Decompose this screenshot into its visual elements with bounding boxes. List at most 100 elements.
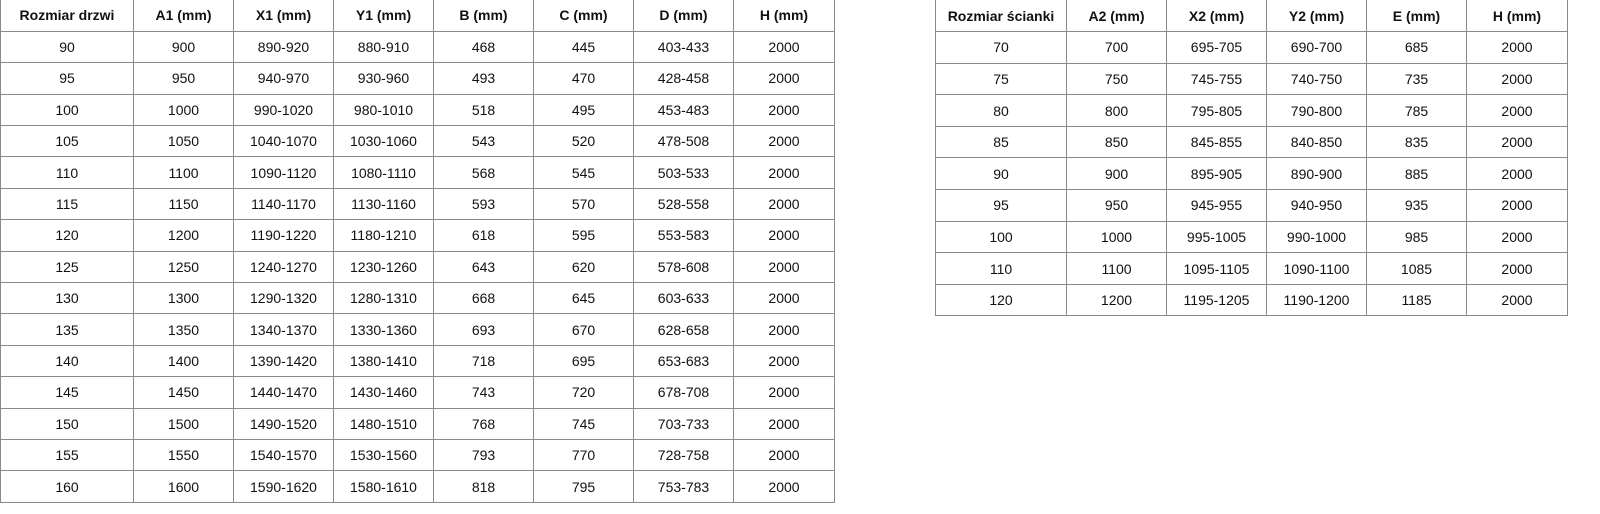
table-row: 110 1100 1095-1105 1090-1100 1085 2000 xyxy=(935,252,1568,285)
table-cell: 750 xyxy=(1066,62,1167,96)
table-cell: 453-483 xyxy=(633,93,734,127)
table-cell: 503-533 xyxy=(633,156,734,189)
table-cell: 753-783 xyxy=(633,470,734,503)
table-row: 90 900 890-920 880-910 468 445 403-433 2000 xyxy=(0,30,835,64)
table-cell: 1600 xyxy=(133,470,234,503)
table-cell: 1400 xyxy=(133,344,234,378)
table-cell: 645 xyxy=(533,282,634,315)
table-cell: 1030-1060 xyxy=(333,125,434,158)
table-cell: 885 xyxy=(1366,157,1467,191)
table-cell: 1300 xyxy=(133,282,234,315)
table-cell: 1580-1610 xyxy=(333,470,434,503)
table-cell: 720 xyxy=(533,376,634,409)
table-cell: 140 xyxy=(0,344,134,378)
table-cell: 880-910 xyxy=(333,30,434,64)
column-header: Rozmiar drzwi xyxy=(0,0,134,32)
table-cell: 1085 xyxy=(1366,252,1467,285)
table-cell: 603-633 xyxy=(633,282,734,315)
table-cell: 995-1005 xyxy=(1166,220,1267,254)
table-row: 95 950 945-955 940-950 935 2000 xyxy=(935,189,1568,222)
table-cell: 850 xyxy=(1066,125,1167,159)
table-cell: 1200 xyxy=(1066,283,1167,317)
table-row: 120 1200 1195-1205 1190-1200 1185 2000 xyxy=(935,283,1568,317)
table-cell: 1000 xyxy=(133,93,234,127)
column-header: X1 (mm) xyxy=(233,0,334,32)
table-cell: 700 xyxy=(1066,31,1167,64)
table-row: 130 1300 1290-1320 1280-1310 668 645 603-633 20… xyxy=(0,282,835,315)
table-cell: 745 xyxy=(533,407,634,440)
table-cell: 570 xyxy=(533,187,634,221)
table-cell: 595 xyxy=(533,219,634,252)
table-cell: 2000 xyxy=(733,407,835,440)
table-cell: 745-755 xyxy=(1166,62,1267,96)
table-row: 110 1100 1090-1120 1080-1110 568 545 503-533 20… xyxy=(0,156,835,189)
table-cell: 693 xyxy=(433,313,534,346)
table-cell: 518 xyxy=(433,93,534,127)
table-cell: 890-900 xyxy=(1266,157,1367,191)
table-cell: 643 xyxy=(433,250,534,284)
door-dimensions-table: Rozmiar drzwi A1 (mm) X1 (mm) Y1 (mm) B (mm)… xyxy=(0,0,835,503)
table-cell: 1230-1260 xyxy=(333,250,434,284)
table-cell: 1080-1110 xyxy=(333,156,434,189)
table-cell: 940-970 xyxy=(233,62,334,95)
table-cell: 470 xyxy=(533,62,634,95)
table-cell: 743 xyxy=(433,376,534,409)
table-cell: 790-800 xyxy=(1266,94,1367,127)
table-cell: 1090-1100 xyxy=(1266,252,1367,285)
table-cell: 1195-1205 xyxy=(1166,283,1267,317)
column-header: Y1 (mm) xyxy=(333,0,434,32)
table-cell: 90 xyxy=(935,157,1067,191)
column-header: B (mm) xyxy=(433,0,534,32)
table-cell: 1490-1520 xyxy=(233,407,334,440)
table-cell: 695-705 xyxy=(1166,31,1267,64)
table-row: 125 1250 1240-1270 1230-1260 643 620 578-608 20… xyxy=(0,250,835,284)
table-cell: 2000 xyxy=(733,125,835,158)
column-header: C (mm) xyxy=(533,0,634,32)
table-row: 150 1500 1490-1520 1480-1510 768 745 703-733 20… xyxy=(0,407,835,440)
table-cell: 1130-1160 xyxy=(333,187,434,221)
table-cell: 1280-1310 xyxy=(333,282,434,315)
table-cell: 2000 xyxy=(1466,125,1568,159)
table-cell: 718 xyxy=(433,344,534,378)
table-cell: 795-805 xyxy=(1166,94,1267,127)
table-cell: 990-1000 xyxy=(1266,220,1367,254)
table-row: 140 1400 1390-1420 1380-1410 718 695 653-683 20… xyxy=(0,344,835,378)
table-cell: 728-758 xyxy=(633,438,734,472)
table-cell: 950 xyxy=(133,62,234,95)
table-cell: 1430-1460 xyxy=(333,376,434,409)
table-cell: 770 xyxy=(533,438,634,472)
table-cell: 1540-1570 xyxy=(233,438,334,472)
table-cell: 1090-1120 xyxy=(233,156,334,189)
table-row: 115 1150 1140-1170 1130-1160 593 570 528-558 20… xyxy=(0,187,835,221)
table-cell: 945-955 xyxy=(1166,189,1267,222)
table-row: 105 1050 1040-1070 1030-1060 543 520 478-508 20… xyxy=(0,125,835,158)
table-cell: 2000 xyxy=(733,187,835,221)
header-row: Rozmiar ścianki A2 (mm) X2 (mm) Y2 (mm) E (m… xyxy=(935,0,1568,33)
table-cell: 1290-1320 xyxy=(233,282,334,315)
table-row: 95 950 940-970 930-960 493 470 428-458 2000 xyxy=(0,62,835,95)
table-cell: 895-905 xyxy=(1166,157,1267,191)
wall-dimensions-table: Rozmiar ścianki A2 (mm) X2 (mm) Y2 (mm) E (m… xyxy=(935,0,1568,317)
table-cell: 2000 xyxy=(1466,31,1568,64)
table-cell: 1550 xyxy=(133,438,234,472)
table-cell: 695 xyxy=(533,344,634,378)
header-row: Rozmiar drzwi A1 (mm) X1 (mm) Y1 (mm) B (mm)… xyxy=(0,0,835,32)
table-cell: 685 xyxy=(1366,31,1467,64)
table-cell: 100 xyxy=(0,93,134,127)
table-row: 75 750 745-755 740-750 735 2000 xyxy=(935,62,1568,96)
table-cell: 2000 xyxy=(733,470,835,503)
table-cell: 545 xyxy=(533,156,634,189)
table-cell: 1530-1560 xyxy=(333,438,434,472)
table-cell: 703-733 xyxy=(633,407,734,440)
table-cell: 1140-1170 xyxy=(233,187,334,221)
table-cell: 900 xyxy=(133,30,234,64)
table-cell: 110 xyxy=(0,156,134,189)
table-cell: 120 xyxy=(935,283,1067,317)
table-cell: 835 xyxy=(1366,125,1467,159)
table-cell: 1040-1070 xyxy=(233,125,334,158)
table-cell: 130 xyxy=(0,282,134,315)
table-cell: 495 xyxy=(533,93,634,127)
table-cell: 528-558 xyxy=(633,187,734,221)
table-row: 145 1450 1440-1470 1430-1460 743 720 678-708 20… xyxy=(0,376,835,409)
table-cell: 145 xyxy=(0,376,134,409)
